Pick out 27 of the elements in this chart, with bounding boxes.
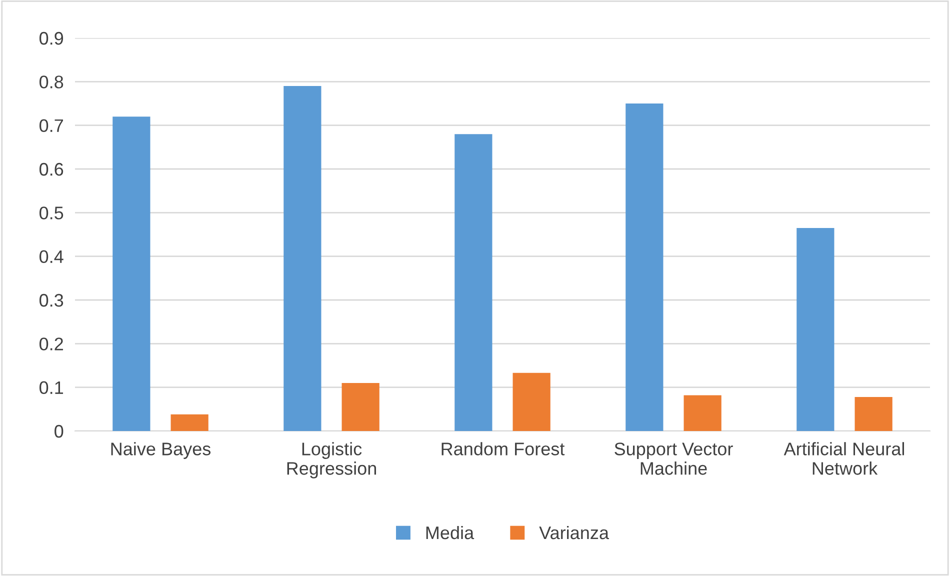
bar <box>796 228 834 431</box>
bar <box>626 104 664 431</box>
y-tick-label: 0.7 <box>39 119 63 132</box>
x-tick-label: Support Vector Machine <box>614 442 733 475</box>
y-tick-label: 0.2 <box>39 338 63 350</box>
y-tick-label: 0.4 <box>39 250 64 264</box>
y-tick-label: 0.9 <box>39 32 64 45</box>
y-tick-label: 0.6 <box>39 162 64 176</box>
x-tick-label: Artificial Neural Network <box>784 442 904 475</box>
x-tick-label: Logistic Regression <box>287 442 376 478</box>
y-tick-label: 0.3 <box>39 294 64 307</box>
bar <box>512 372 550 431</box>
y-tick-label: 0.8 <box>39 76 64 88</box>
bar <box>284 86 322 431</box>
x-tick-label: Random Forest <box>442 442 565 456</box>
bar <box>454 134 492 431</box>
legend-label: Varianza <box>539 526 609 540</box>
x-tick-label: Naive Bayes <box>111 442 211 459</box>
bar <box>170 414 208 431</box>
bar <box>112 116 150 431</box>
bar <box>854 396 892 431</box>
y-tick-label: 0.5 <box>39 206 64 220</box>
legend-label: Media <box>426 526 474 540</box>
bar <box>684 395 722 431</box>
y-tick-label: 0.1 <box>39 381 64 394</box>
y-tick-label: 0 <box>54 424 64 438</box>
bar <box>342 382 380 431</box>
